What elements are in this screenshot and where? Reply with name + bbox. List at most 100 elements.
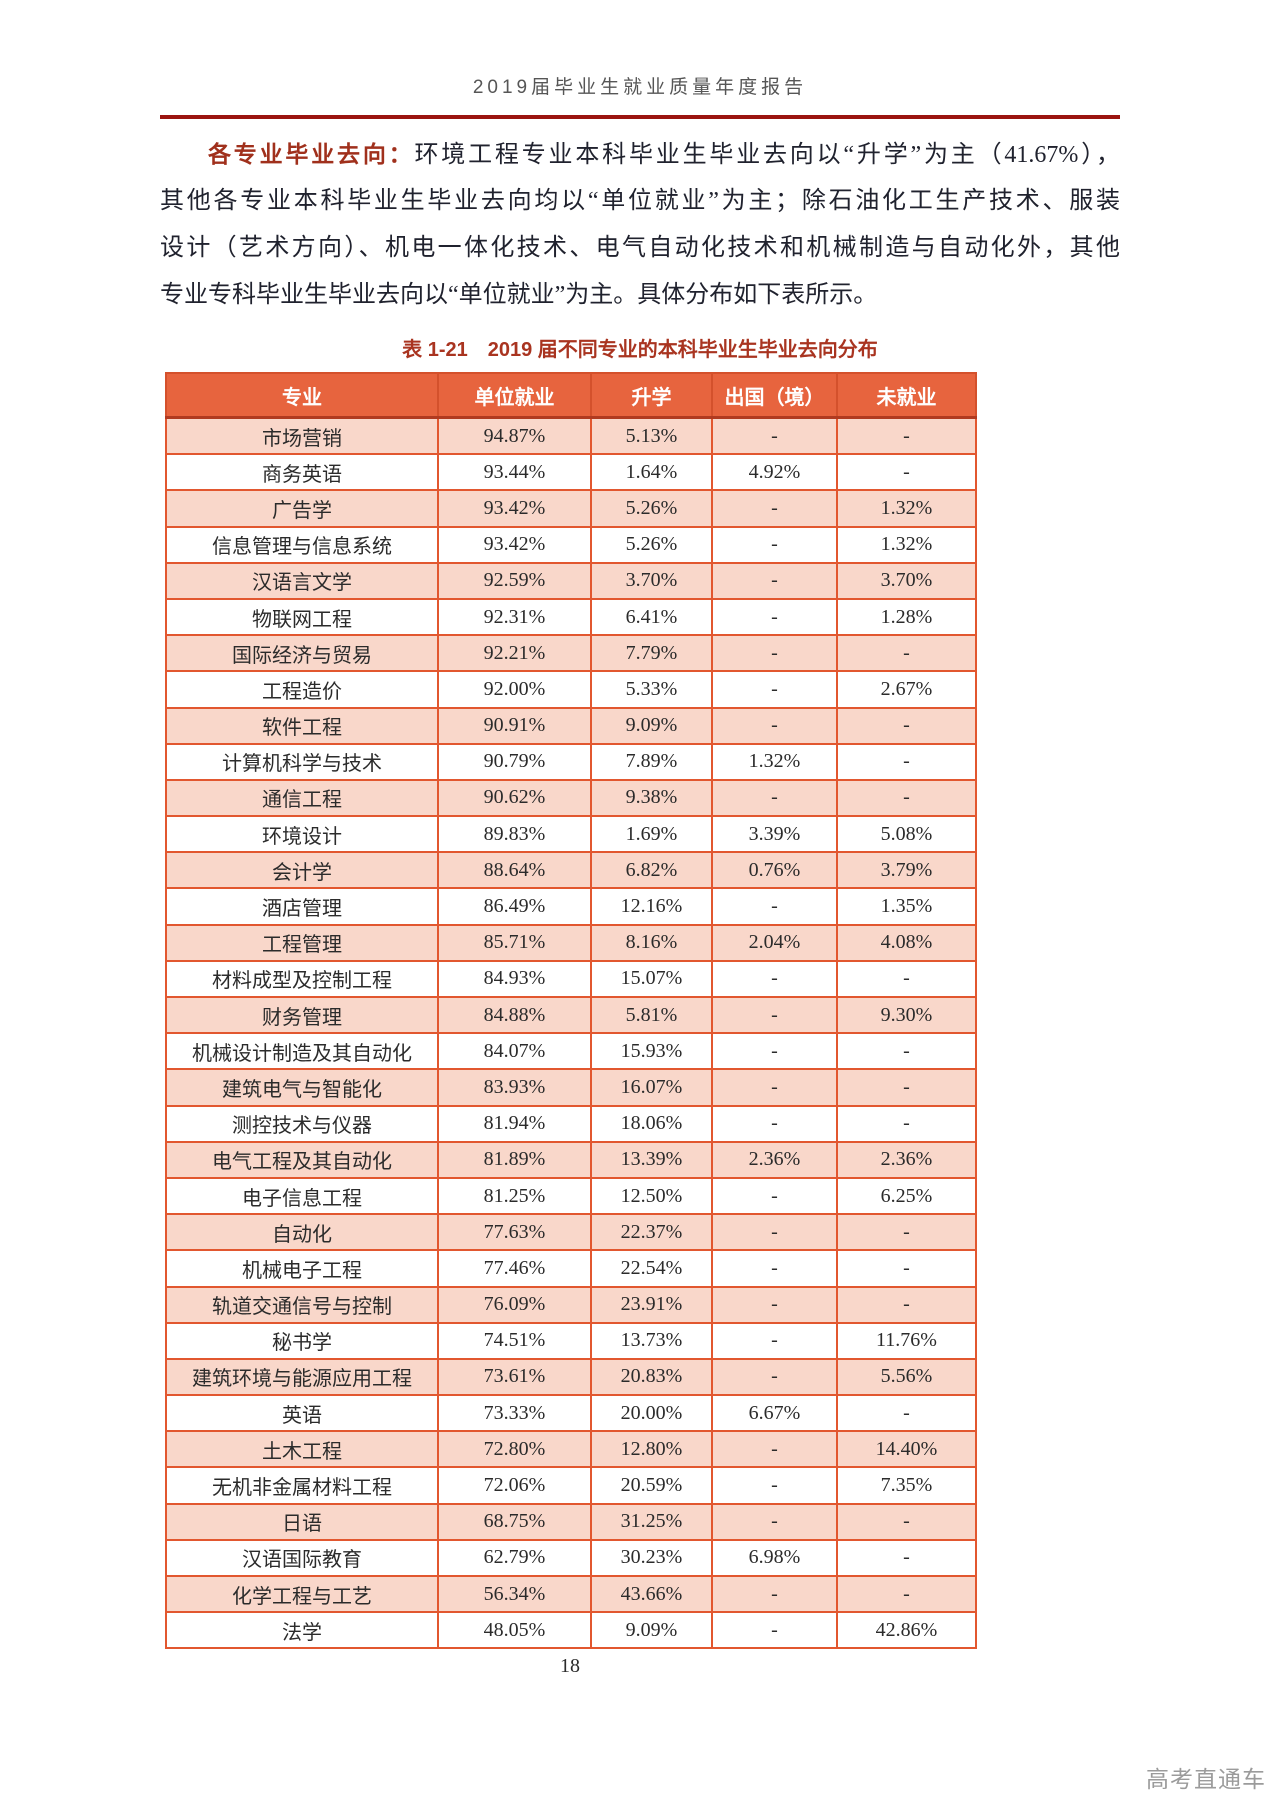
cell-further-study: 31.25%: [590, 1502, 713, 1541]
cell-unemployed: -: [836, 742, 977, 781]
cell-major: 土木工程: [165, 1430, 439, 1469]
table-row: 国际经济与贸易 92.21% 7.79% - -: [165, 634, 977, 673]
cell-employment: 93.42%: [437, 489, 592, 528]
cell-further-study: 8.16%: [590, 923, 713, 962]
cell-abroad: -: [711, 959, 838, 999]
cell-unemployed: -: [836, 778, 977, 818]
cell-major: 通信工程: [165, 778, 439, 818]
cell-major: 广告学: [165, 489, 439, 528]
cell-employment: 72.80%: [437, 1430, 592, 1469]
paragraph-line: 设计（艺术方向）、机电一体化技术、电气自动化技术和机械制造与自动化外，其他: [160, 235, 1120, 261]
cell-further-study: 12.80%: [590, 1430, 713, 1469]
cell-further-study: 7.89%: [590, 742, 713, 781]
header-cell-employment: 单位就业: [437, 372, 592, 419]
cell-unemployed: 1.35%: [836, 887, 977, 926]
cell-employment: 92.00%: [437, 670, 592, 709]
table-caption: 表 1-21 2019 届不同专业的本科毕业生毕业去向分布: [402, 339, 878, 361]
cell-employment: 89.83%: [437, 815, 592, 854]
cell-abroad: -: [711, 597, 838, 637]
cell-further-study: 22.37%: [590, 1213, 713, 1252]
table-row: 日语 68.75% 31.25% - -: [165, 1502, 977, 1541]
cell-employment: 90.62%: [437, 778, 592, 818]
cell-major: 机械电子工程: [165, 1249, 439, 1288]
cell-abroad: 0.76%: [711, 851, 838, 890]
cell-further-study: 20.83%: [590, 1357, 713, 1397]
cell-further-study: 13.73%: [590, 1321, 713, 1360]
table-row: 自动化 77.63% 22.37% - -: [165, 1213, 977, 1252]
content-area: 2019届毕业生就业质量年度报告 各专业毕业去向：环境工程专业本科毕业生毕业去向…: [160, 0, 1120, 1678]
cell-employment: 90.79%: [437, 742, 592, 781]
cell-abroad: -: [711, 995, 838, 1035]
cell-major: 无机非金属材料工程: [165, 1466, 439, 1505]
cell-unemployed: 1.28%: [836, 597, 977, 637]
cell-further-study: 7.79%: [590, 634, 713, 673]
table-row: 环境设计 89.83% 1.69% 3.39% 5.08%: [165, 815, 977, 854]
cell-unemployed: 4.08%: [836, 923, 977, 962]
cell-employment: 92.59%: [437, 561, 592, 600]
table-row: 机械电子工程 77.46% 22.54% - -: [165, 1249, 977, 1288]
cell-unemployed: -: [836, 634, 977, 673]
cell-employment: 83.93%: [437, 1068, 592, 1107]
table-row: 酒店管理 86.49% 12.16% -1.35%: [165, 887, 977, 926]
cell-unemployed: -: [836, 1285, 977, 1324]
cell-employment: 86.49%: [437, 887, 592, 926]
cell-unemployed: -: [836, 1249, 977, 1288]
header-cell-unemployed: 未就业: [836, 372, 977, 419]
cell-employment: 48.05%: [437, 1611, 592, 1650]
cell-employment: 68.75%: [437, 1502, 592, 1541]
cell-employment: 76.09%: [437, 1285, 592, 1324]
cell-major: 工程造价: [165, 670, 439, 709]
header-cell-major: 专业: [165, 372, 439, 419]
table-row: 电子信息工程 81.25% 12.50% -6.25%: [165, 1176, 977, 1216]
cell-major: 环境设计: [165, 815, 439, 854]
cell-major: 自动化: [165, 1213, 439, 1252]
cell-unemployed: 9.30%: [836, 995, 977, 1035]
table-row: 广告学 93.42% 5.26% -1.32%: [165, 489, 977, 528]
cell-major: 化学工程与工艺: [165, 1574, 439, 1614]
cell-major: 秘书学: [165, 1321, 439, 1360]
table-row: 通信工程 90.62% 9.38% - -: [165, 778, 977, 818]
cell-further-study: 1.64%: [590, 453, 713, 492]
cell-major: 轨道交通信号与控制: [165, 1285, 439, 1324]
table-row: 会计学 88.64% 6.82% 0.76% 3.79%: [165, 851, 977, 890]
cell-abroad: -: [711, 525, 838, 564]
cell-abroad: 2.04%: [711, 923, 838, 962]
cell-employment: 93.44%: [437, 453, 592, 492]
cell-abroad: -: [711, 887, 838, 926]
cell-unemployed: -: [836, 959, 977, 999]
table-row: 建筑电气与智能化 83.93% 16.07% - -: [165, 1068, 977, 1107]
cell-employment: 84.07%: [437, 1032, 592, 1071]
cell-further-study: 16.07%: [590, 1068, 713, 1107]
cell-unemployed: -: [836, 453, 977, 492]
cell-major: 汉语国际教育: [165, 1538, 439, 1578]
cell-abroad: 2.36%: [711, 1140, 838, 1179]
table-row: 工程管理 85.71% 8.16% 2.04% 4.08%: [165, 923, 977, 962]
cell-further-study: 6.41%: [590, 597, 713, 637]
cell-employment: 94.87%: [437, 416, 592, 456]
table-row: 财务管理 84.88% 5.81% -9.30%: [165, 995, 977, 1035]
cell-unemployed: -: [836, 416, 977, 456]
cell-abroad: -: [711, 778, 838, 818]
paragraph: 各专业毕业去向：环境工程专业本科毕业生毕业去向以“升学”为主（41.67%）， …: [160, 131, 1120, 319]
cell-further-study: 15.07%: [590, 959, 713, 999]
document-header-title: 2019届毕业生就业质量年度报告: [472, 77, 808, 98]
table-row: 材料成型及控制工程 84.93% 15.07% - -: [165, 959, 977, 999]
cell-abroad: -: [711, 1321, 838, 1360]
cell-abroad: 4.92%: [711, 453, 838, 492]
cell-abroad: -: [711, 706, 838, 745]
cell-major: 酒店管理: [165, 887, 439, 926]
cell-further-study: 20.59%: [590, 1466, 713, 1505]
cell-employment: 81.89%: [437, 1140, 592, 1179]
cell-major: 国际经济与贸易: [165, 634, 439, 673]
cell-employment: 93.42%: [437, 525, 592, 564]
cell-abroad: -: [711, 1068, 838, 1107]
cell-further-study: 13.39%: [590, 1140, 713, 1179]
cell-unemployed: -: [836, 1032, 977, 1071]
cell-further-study: 22.54%: [590, 1249, 713, 1288]
cell-unemployed: -: [836, 1068, 977, 1107]
cell-unemployed: 7.35%: [836, 1466, 977, 1505]
cell-major: 法学: [165, 1611, 439, 1650]
cell-unemployed: -: [836, 1213, 977, 1252]
outcome-table: 专业 单位就业 升学 出国（境） 未就业 市场营销 94.87% 5.13% - - 商务…: [165, 372, 977, 1650]
cell-abroad: -: [711, 1032, 838, 1071]
